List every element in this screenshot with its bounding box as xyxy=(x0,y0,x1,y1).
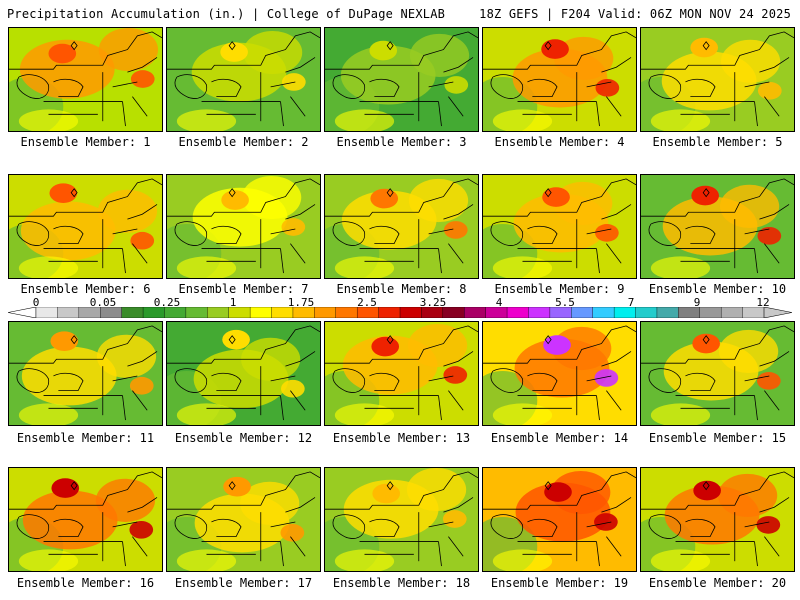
member-19-label: Ensemble Member: 19 xyxy=(482,576,637,590)
member-12-label: Ensemble Member: 12 xyxy=(166,431,321,445)
scale-tick-label: 7 xyxy=(628,296,635,309)
member-18-label: Ensemble Member: 18 xyxy=(324,576,479,590)
member-8-label: Ensemble Member: 8 xyxy=(324,282,479,296)
member-6-label: Ensemble Member: 6 xyxy=(8,282,163,296)
color-scale-bar xyxy=(8,307,792,318)
member-19-map xyxy=(482,467,637,572)
member-4-label: Ensemble Member: 4 xyxy=(482,135,637,149)
member-7-map xyxy=(166,174,321,279)
member-2-map xyxy=(166,27,321,132)
member-6-map xyxy=(8,174,163,279)
member-3-map xyxy=(324,27,479,132)
member-8-map xyxy=(324,174,479,279)
member-2-label: Ensemble Member: 2 xyxy=(166,135,321,149)
member-3-label: Ensemble Member: 3 xyxy=(324,135,479,149)
run-valid-time: 18Z GEFS | F204 Valid: 06Z MON NOV 24 20… xyxy=(479,7,791,21)
member-1-label: Ensemble Member: 1 xyxy=(8,135,163,149)
member-15-map xyxy=(640,321,795,426)
chart-title: Precipitation Accumulation (in.) | Colle… xyxy=(7,7,445,21)
member-9-label: Ensemble Member: 9 xyxy=(482,282,637,296)
member-9-map xyxy=(482,174,637,279)
member-15-label: Ensemble Member: 15 xyxy=(640,431,795,445)
member-10-map xyxy=(640,174,795,279)
scale-tick-label: 0 xyxy=(33,296,40,309)
member-10-label: Ensemble Member: 10 xyxy=(640,282,795,296)
member-14-map xyxy=(482,321,637,426)
scale-tick-label: 4 xyxy=(496,296,503,309)
member-20-label: Ensemble Member: 20 xyxy=(640,576,795,590)
member-4-map xyxy=(482,27,637,132)
scale-tick-label: 0.05 xyxy=(90,296,117,309)
scale-tick-label: 5.5 xyxy=(555,296,575,309)
scale-tick-label: 9 xyxy=(694,296,701,309)
member-18-map xyxy=(324,467,479,572)
member-14-label: Ensemble Member: 14 xyxy=(482,431,637,445)
member-1-map xyxy=(8,27,163,132)
member-5-map xyxy=(640,27,795,132)
member-17-label: Ensemble Member: 17 xyxy=(166,576,321,590)
member-16-map xyxy=(8,467,163,572)
member-5-label: Ensemble Member: 5 xyxy=(640,135,795,149)
scale-tick-label: 3.25 xyxy=(420,296,447,309)
scale-tick-label: 1.75 xyxy=(288,296,315,309)
member-12-map xyxy=(166,321,321,426)
member-13-map xyxy=(324,321,479,426)
member-20-map xyxy=(640,467,795,572)
member-11-label: Ensemble Member: 11 xyxy=(8,431,163,445)
member-11-map xyxy=(8,321,163,426)
scale-tick-label: 2.5 xyxy=(357,296,377,309)
member-16-label: Ensemble Member: 16 xyxy=(8,576,163,590)
scale-tick-label: 12 xyxy=(756,296,769,309)
member-17-map xyxy=(166,467,321,572)
member-13-label: Ensemble Member: 13 xyxy=(324,431,479,445)
member-7-label: Ensemble Member: 7 xyxy=(166,282,321,296)
scale-tick-label: 1 xyxy=(230,296,237,309)
scale-tick-label: 0.25 xyxy=(154,296,181,309)
